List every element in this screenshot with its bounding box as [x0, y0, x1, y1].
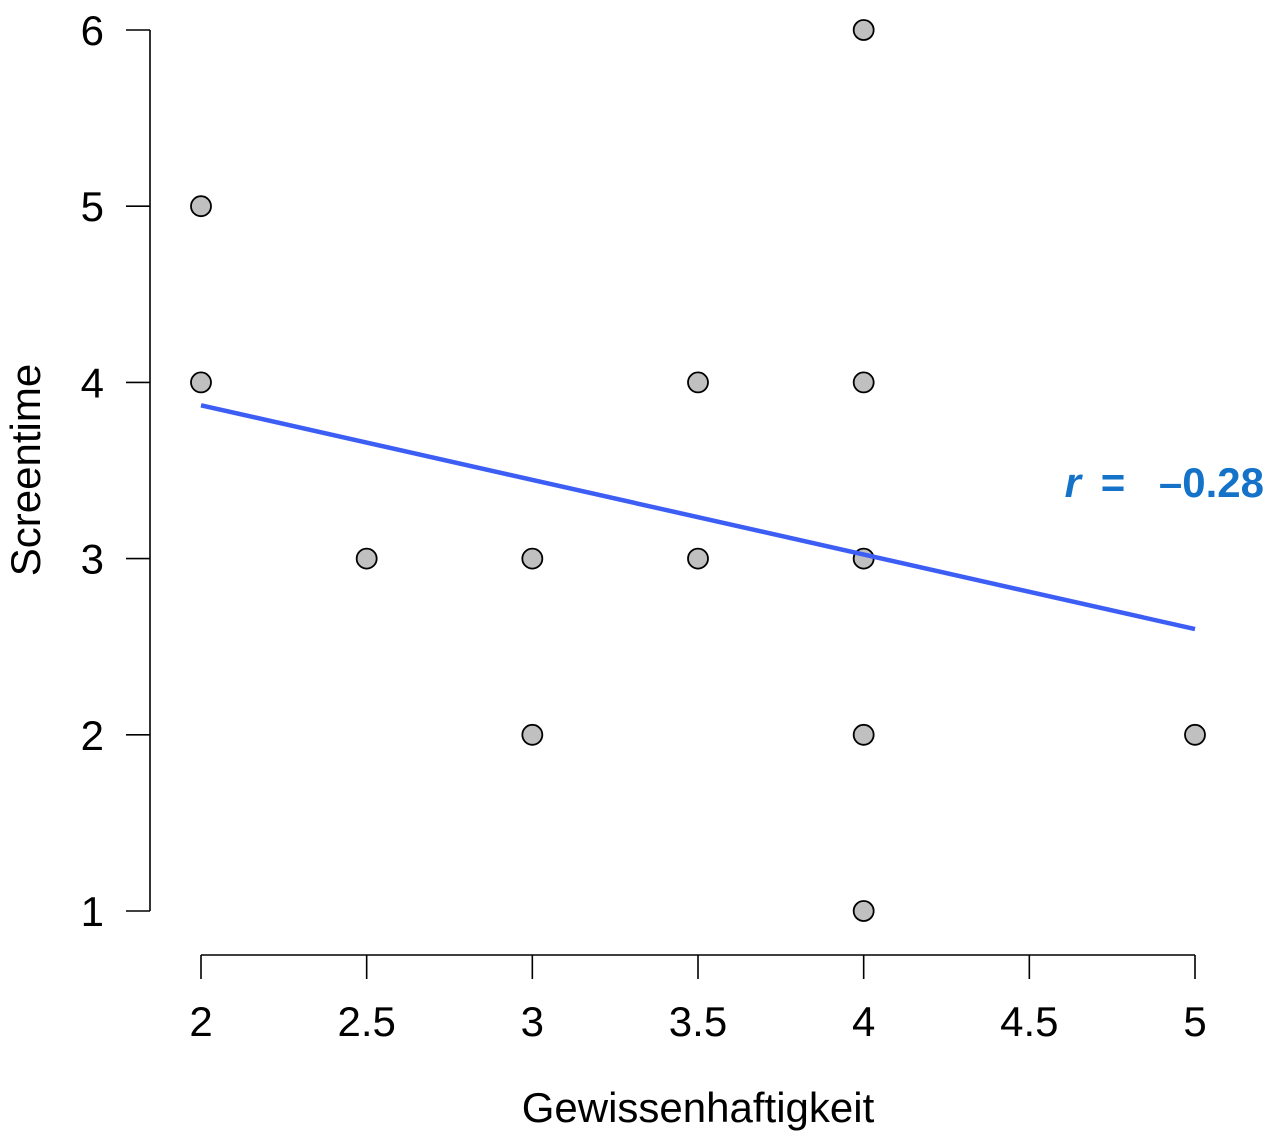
data-point — [521, 547, 544, 570]
x-tick-label: 2 — [189, 998, 212, 1045]
data-point — [521, 723, 544, 746]
y-tick-label: 1 — [81, 888, 104, 935]
y-tick-label: 4 — [81, 359, 104, 406]
correlation-annotation: r = –0.28 — [1065, 459, 1264, 506]
y-tick-label: 6 — [81, 7, 104, 54]
data-point — [1184, 723, 1206, 746]
x-axis-title: Gewissenhaftigkeit — [522, 1084, 875, 1131]
data-point — [852, 19, 875, 41]
y-tick-label: 5 — [81, 183, 104, 230]
data-point — [852, 900, 875, 922]
x-tick-label: 4 — [852, 998, 875, 1045]
r-symbol: r — [1065, 459, 1084, 506]
y-axis-ticks: 1 2 3 4 5 6 — [81, 7, 150, 935]
x-tick-label: 3.5 — [669, 998, 727, 1045]
y-tick-label: 3 — [81, 536, 104, 583]
x-tick-label: 4.5 — [1000, 998, 1058, 1045]
data-point — [852, 723, 875, 746]
data-point — [687, 547, 709, 570]
axes: 1 2 3 4 5 6 2 2.5 3 3.5 4 4.5 5 — [81, 7, 1207, 1045]
data-point — [355, 547, 378, 570]
data-point — [852, 371, 875, 394]
data-point — [687, 371, 709, 394]
x-tick-label: 2.5 — [337, 998, 395, 1045]
correlation-value: –0.28 — [1159, 459, 1264, 506]
x-axis-ticks: 2 2.5 3 3.5 4 4.5 5 — [189, 955, 1207, 1045]
y-tick-label: 2 — [81, 712, 104, 759]
data-points — [190, 19, 1206, 922]
data-point — [190, 371, 212, 394]
regression-line — [200, 403, 1196, 632]
equals-sign: = — [1101, 459, 1126, 506]
y-axis-title: Screentime — [2, 364, 49, 576]
x-tick-label: 3 — [521, 998, 544, 1045]
x-tick-label: 5 — [1183, 998, 1206, 1045]
data-point — [190, 195, 212, 218]
